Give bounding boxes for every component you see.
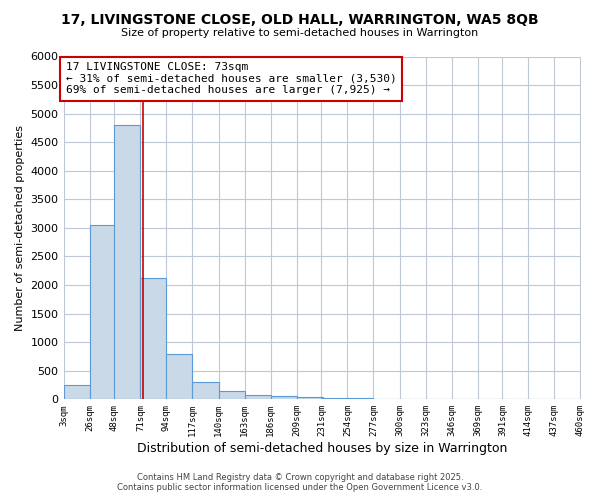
Text: Size of property relative to semi-detached houses in Warrington: Size of property relative to semi-detach… <box>121 28 479 38</box>
Bar <box>193 382 218 400</box>
Bar <box>140 278 166 400</box>
Bar <box>166 354 193 400</box>
Bar <box>218 391 245 400</box>
Text: 17, LIVINGSTONE CLOSE, OLD HALL, WARRINGTON, WA5 8QB: 17, LIVINGSTONE CLOSE, OLD HALL, WARRING… <box>61 12 539 26</box>
Bar <box>271 396 296 400</box>
Text: Contains HM Land Registry data © Crown copyright and database right 2025.
Contai: Contains HM Land Registry data © Crown c… <box>118 473 482 492</box>
Text: 17 LIVINGSTONE CLOSE: 73sqm
← 31% of semi-detached houses are smaller (3,530)
69: 17 LIVINGSTONE CLOSE: 73sqm ← 31% of sem… <box>66 62 397 96</box>
Bar <box>322 398 347 400</box>
Bar <box>89 225 116 400</box>
X-axis label: Distribution of semi-detached houses by size in Warrington: Distribution of semi-detached houses by … <box>137 442 507 455</box>
Bar <box>347 398 373 400</box>
Bar <box>373 399 400 400</box>
Y-axis label: Number of semi-detached properties: Number of semi-detached properties <box>15 125 25 331</box>
Bar <box>296 397 323 400</box>
Bar <box>245 396 271 400</box>
Bar <box>115 125 140 400</box>
Bar <box>64 385 89 400</box>
